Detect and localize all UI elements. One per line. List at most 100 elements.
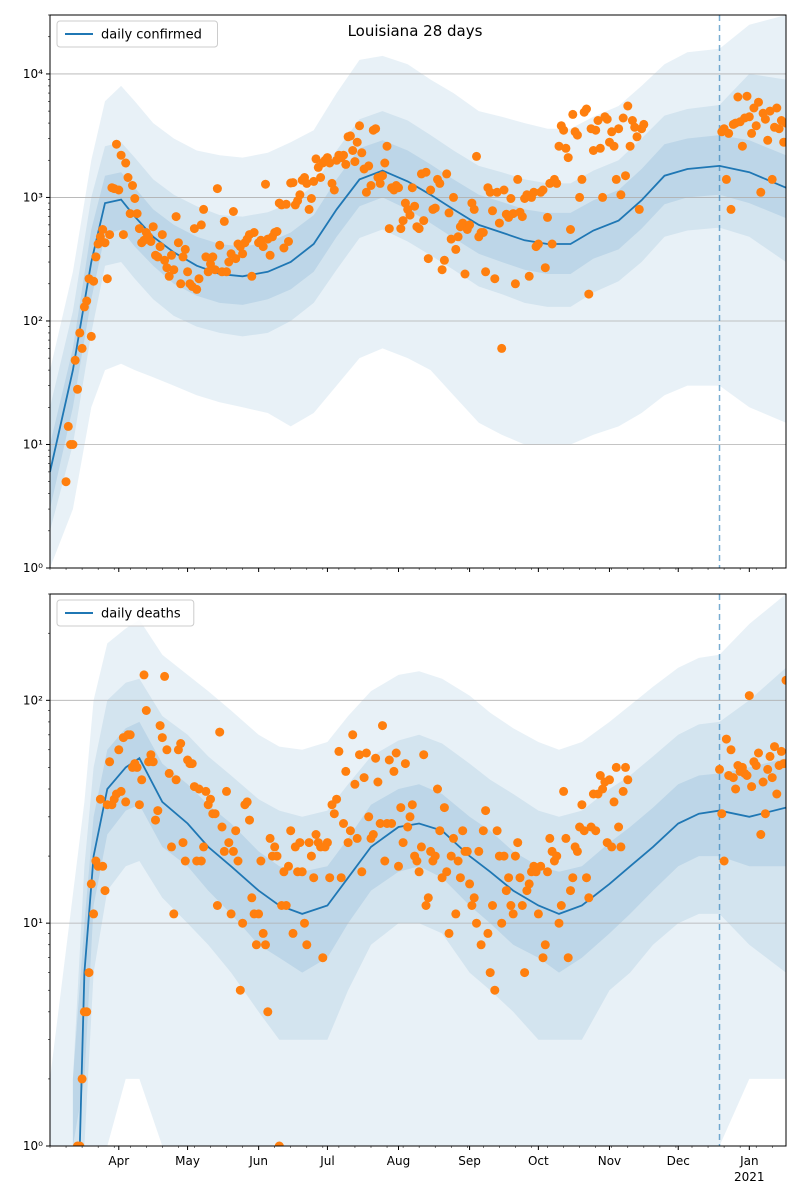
data-point xyxy=(414,224,424,234)
data-point xyxy=(472,151,481,161)
data-point xyxy=(724,128,734,138)
data-point xyxy=(568,873,578,883)
data-point xyxy=(510,851,520,861)
data-point xyxy=(228,207,238,216)
data-point xyxy=(258,242,268,252)
data-point xyxy=(634,204,644,214)
y-tick-label: 10³ xyxy=(23,190,43,204)
data-point xyxy=(86,879,96,889)
data-point xyxy=(559,786,569,796)
data-point xyxy=(524,879,534,889)
data-point xyxy=(513,838,523,848)
data-point xyxy=(552,178,562,188)
data-point xyxy=(506,194,516,203)
legend-box xyxy=(56,599,195,627)
confidence-band-outer xyxy=(50,15,786,568)
legend-label: daily deaths xyxy=(101,607,181,622)
data-point xyxy=(513,174,523,184)
x-tick-label: Aug xyxy=(387,1154,410,1168)
data-point xyxy=(242,797,252,807)
data-point xyxy=(169,909,179,919)
data-point xyxy=(405,210,415,220)
data-point xyxy=(616,190,626,200)
data-point xyxy=(770,742,779,752)
data-point xyxy=(421,901,431,910)
panel-daily-confirmed: 10⁰ 10¹ 10² 10³ 10⁴ Louisiana 28 days daily co… xyxy=(23,14,787,575)
data-point xyxy=(458,826,468,836)
data-point xyxy=(772,789,782,799)
data-point xyxy=(494,218,504,228)
data-point xyxy=(306,194,316,203)
data-point xyxy=(329,809,339,819)
data-point xyxy=(247,893,257,903)
data-point xyxy=(742,771,752,780)
data-point xyxy=(721,174,731,184)
data-point xyxy=(751,121,761,131)
data-point xyxy=(155,242,165,252)
data-point xyxy=(779,137,786,147)
data-point xyxy=(758,777,768,787)
data-point xyxy=(189,224,199,234)
data-point xyxy=(595,143,605,153)
data-point xyxy=(196,220,206,230)
x-tick-label: Jan xyxy=(739,1154,759,1168)
data-point xyxy=(554,141,564,151)
data-point xyxy=(455,873,465,883)
data-point xyxy=(89,276,99,286)
x-tick-label: Apr xyxy=(108,1154,129,1168)
data-point xyxy=(361,187,371,197)
data-point xyxy=(384,755,394,765)
data-point xyxy=(499,851,509,861)
data-point xyxy=(102,274,112,284)
data-point xyxy=(433,784,442,794)
data-point xyxy=(341,766,351,776)
data-point xyxy=(157,733,167,743)
data-point xyxy=(361,748,371,758)
data-point xyxy=(153,252,163,262)
data-point xyxy=(536,861,546,871)
data-point xyxy=(224,838,234,848)
data-point xyxy=(352,137,362,147)
data-point xyxy=(84,968,94,978)
data-point xyxy=(442,867,452,877)
data-point xyxy=(437,265,447,275)
data-point xyxy=(419,750,429,760)
data-point xyxy=(339,150,348,160)
data-point xyxy=(219,846,229,856)
data-point xyxy=(765,106,775,116)
data-point xyxy=(472,918,481,928)
data-point xyxy=(563,953,573,963)
data-point xyxy=(577,174,587,184)
data-point xyxy=(148,222,158,232)
data-point xyxy=(93,239,103,249)
data-point xyxy=(210,265,220,275)
data-point xyxy=(215,727,225,737)
data-point xyxy=(95,794,105,804)
data-point xyxy=(733,92,743,102)
data-point xyxy=(61,477,71,487)
data-point xyxy=(114,185,124,195)
data-point xyxy=(508,909,518,919)
data-point xyxy=(627,116,637,125)
data-point xyxy=(492,826,502,836)
data-point xyxy=(483,928,493,938)
data-point xyxy=(100,886,110,896)
data-point xyxy=(414,867,424,877)
data-point xyxy=(134,224,144,234)
data-point xyxy=(171,775,181,785)
data-point xyxy=(155,721,165,731)
data-point xyxy=(403,822,413,832)
data-point xyxy=(89,909,99,919)
data-point xyxy=(180,244,190,254)
data-point xyxy=(215,240,225,250)
data-point xyxy=(359,773,369,783)
data-point xyxy=(504,873,514,883)
data-point xyxy=(63,421,73,431)
data-point xyxy=(274,1141,284,1146)
data-point xyxy=(164,271,174,281)
data-point xyxy=(501,886,511,896)
median-line xyxy=(78,756,786,1146)
data-point xyxy=(517,901,527,910)
data-point xyxy=(222,267,231,277)
data-point xyxy=(183,267,193,277)
